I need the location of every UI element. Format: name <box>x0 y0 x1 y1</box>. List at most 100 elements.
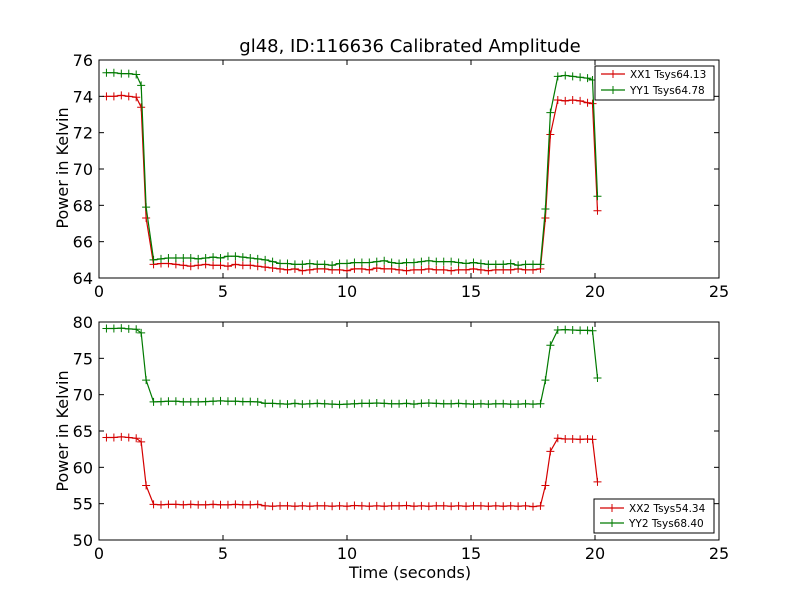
data-point <box>541 204 550 213</box>
data-point <box>102 433 111 442</box>
data-point <box>484 502 493 511</box>
legend-marker-yy1 <box>609 86 617 94</box>
data-point <box>387 258 396 267</box>
data-point <box>350 501 359 510</box>
data-point <box>439 399 448 408</box>
data-point <box>117 432 126 441</box>
data-point <box>417 257 426 266</box>
data-point <box>454 501 463 510</box>
chart-title: gl48, ID:116636 Calibrated Amplitude <box>239 36 580 57</box>
data-point <box>109 433 118 442</box>
data-point <box>253 397 262 406</box>
data-point <box>216 254 225 263</box>
data-point <box>380 502 389 511</box>
data-point <box>424 256 433 265</box>
data-point <box>417 265 426 274</box>
data-point <box>142 481 151 490</box>
data-point <box>238 253 247 262</box>
data-point <box>395 501 404 510</box>
data-point <box>132 93 141 102</box>
data-point <box>102 324 111 333</box>
x-axis-label: Time (seconds) <box>348 563 471 582</box>
y-tick-label: 72 <box>73 124 93 143</box>
data-point <box>357 399 366 408</box>
data-point <box>186 397 195 406</box>
data-point <box>246 261 255 270</box>
data-point <box>546 108 555 117</box>
ticks-bottom: 0 5 10 15 20 25 50 55 60 65 70 75 80 <box>73 313 730 563</box>
data-point <box>290 399 299 408</box>
data-point <box>491 260 500 269</box>
data-point <box>305 259 314 268</box>
data-point <box>313 501 322 510</box>
data-point <box>343 400 351 409</box>
x-tick-label: 15 <box>461 544 481 563</box>
data-point <box>231 252 240 261</box>
data-point <box>432 501 441 510</box>
legend-marker-xx1 <box>609 70 617 78</box>
data-point <box>529 502 537 511</box>
data-point <box>298 501 307 510</box>
data-point <box>447 399 456 408</box>
data-point <box>409 502 418 511</box>
data-point <box>395 259 404 268</box>
x-tick-label: 25 <box>709 544 729 563</box>
ticks-top: 0 5 10 15 20 25 64 66 68 70 72 74 76 <box>73 51 730 301</box>
data-point <box>536 399 545 408</box>
data-point <box>209 261 218 270</box>
data-point <box>109 92 118 101</box>
data-point <box>553 95 562 104</box>
data-point <box>253 262 262 271</box>
data-point <box>335 501 344 510</box>
data-point <box>593 373 602 382</box>
data-point <box>132 70 141 79</box>
data-point <box>246 397 255 406</box>
data-point <box>514 502 523 511</box>
data-point <box>402 399 411 408</box>
data-point <box>231 397 240 406</box>
data-point <box>432 399 441 408</box>
data-point <box>476 399 485 408</box>
data-point <box>357 501 366 510</box>
y-axis-label-bottom: Power in Kelvin <box>53 370 72 491</box>
data-point <box>261 255 270 264</box>
data-point <box>157 254 165 263</box>
data-point <box>417 399 426 408</box>
data-point <box>209 500 218 509</box>
data-point <box>593 477 602 486</box>
data-point <box>320 501 329 510</box>
data-point <box>335 400 344 409</box>
data-point <box>268 399 277 408</box>
legend-label-xx1: XX1 Tsys64.13 <box>630 69 706 81</box>
data-point <box>576 73 585 82</box>
data-point <box>132 434 141 443</box>
data-point <box>328 502 337 511</box>
data-point <box>561 96 570 105</box>
data-point <box>514 400 523 409</box>
data-point <box>186 500 195 509</box>
data-point <box>124 69 133 78</box>
data-point <box>462 259 471 268</box>
data-point <box>541 376 550 385</box>
data-point <box>268 502 277 511</box>
data-point <box>179 254 188 263</box>
data-point <box>588 326 597 335</box>
data-point <box>561 325 570 334</box>
data-point <box>343 259 351 268</box>
x-tick-label: 0 <box>94 544 104 563</box>
data-point <box>186 254 195 263</box>
data-point <box>313 399 322 408</box>
data-point <box>350 258 359 267</box>
data-point <box>194 500 203 509</box>
data-point <box>216 500 225 509</box>
data-point <box>593 206 602 215</box>
data-point <box>402 266 411 275</box>
data-point <box>372 257 381 266</box>
data-point <box>529 400 537 409</box>
data-point <box>402 501 411 510</box>
data-point <box>365 502 374 511</box>
data-point <box>276 399 285 408</box>
data-point <box>514 261 523 270</box>
data-point <box>365 265 374 274</box>
data-point <box>320 399 329 408</box>
